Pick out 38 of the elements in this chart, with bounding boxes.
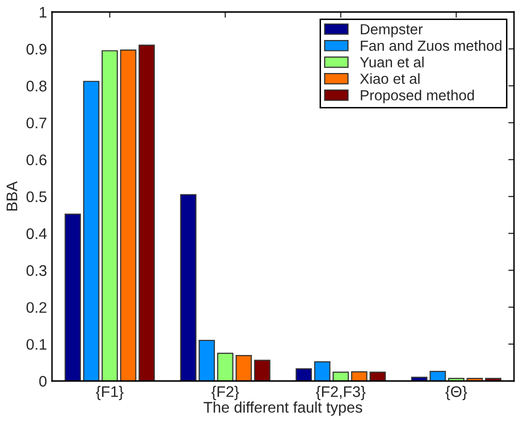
bar: [64, 214, 81, 381]
bar: [102, 50, 118, 381]
bar: [332, 372, 349, 381]
legend-label: Dempster: [360, 24, 423, 38]
y-tick-label: 0.8: [26, 80, 46, 92]
y-tick-label: 0.7: [26, 118, 46, 128]
legend-label: Proposed method: [360, 90, 474, 104]
bar: [430, 370, 446, 381]
y-tick-label: 0.3: [26, 265, 46, 276]
y-tick-label: 0.5: [26, 191, 46, 202]
bar: [120, 49, 136, 381]
y-tick-label: 0: [39, 376, 47, 387]
bar: [254, 360, 270, 381]
y-tick-label: 0.4: [26, 228, 47, 240]
y-tick-label: 0.9: [26, 44, 46, 55]
legend-label: Fan and Zuos method: [360, 40, 502, 51]
bar: [198, 340, 215, 381]
bar: [351, 371, 368, 381]
bar: [296, 368, 312, 381]
bar: [370, 372, 386, 381]
x-tick-label: {Θ}: [445, 386, 468, 400]
x-axis-title: The different fault types: [204, 401, 362, 416]
bar: [236, 354, 252, 381]
x-tick-label: {F2}: [211, 386, 239, 400]
y-tick-label: 0.2: [26, 302, 46, 313]
bar: [83, 80, 100, 381]
legend-label: Xiao et al: [360, 73, 420, 84]
y-tick-label: 0.6: [26, 154, 46, 166]
x-tick-label: {F1}: [96, 386, 124, 400]
y-tick-label: 0.1: [26, 338, 46, 350]
bar: [138, 44, 155, 381]
legend-label: Yuan et al: [360, 56, 424, 68]
bar: [180, 194, 196, 381]
bar: [314, 361, 330, 381]
y-axis-title: BBA: [6, 181, 18, 211]
y-tick-label: 1: [40, 7, 46, 18]
bar: [217, 352, 234, 381]
x-tick-label: {F2,F3}: [316, 386, 366, 400]
